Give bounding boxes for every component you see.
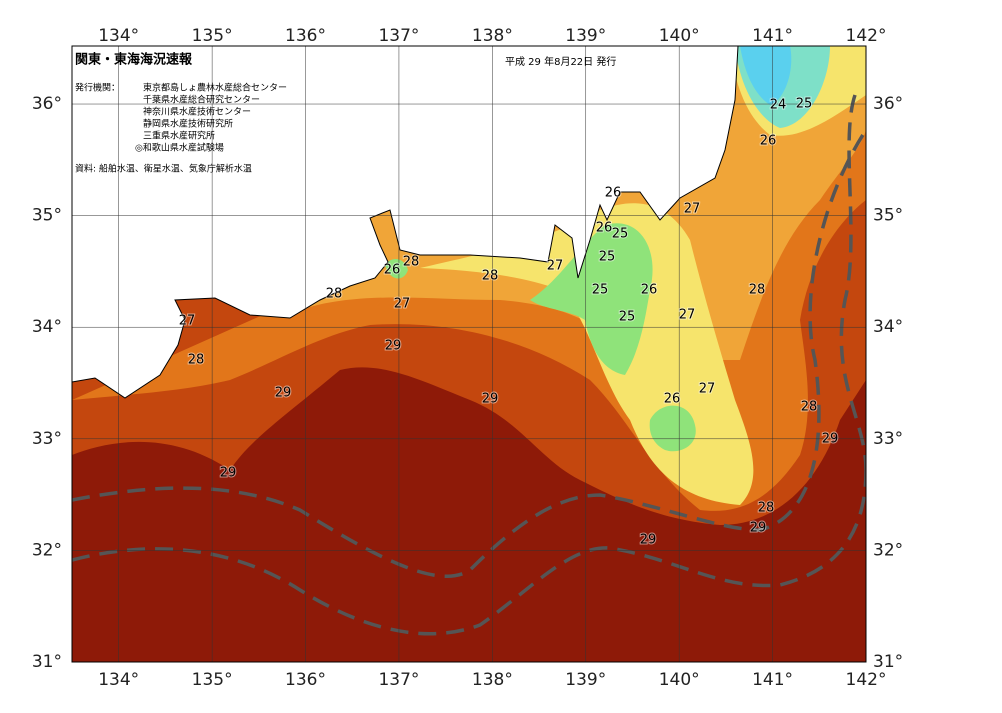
contour-label: 26 — [664, 392, 681, 407]
lon-tick-label: 137° — [378, 26, 419, 46]
lon-tick-label: 140° — [659, 670, 700, 690]
kuroshio-edge — [72, 469, 866, 636]
contour-label: 26 — [384, 263, 401, 278]
lon-tick-label: 134° — [98, 26, 139, 46]
lat-tick-label: 35° — [32, 206, 62, 226]
issuer: 三重県水産研究所 — [143, 130, 215, 142]
sea-25-ise — [385, 258, 408, 279]
land — [72, 46, 739, 399]
sea-23 — [740, 46, 792, 105]
contour-label: 29 — [750, 521, 767, 536]
contour-label: 24 — [770, 98, 787, 113]
lat-tick-label: 35° — [873, 206, 903, 226]
contour-label: 28 — [758, 501, 775, 516]
contour-label: 25 — [592, 283, 609, 298]
lon-tick-label: 136° — [285, 26, 326, 46]
contour-label: 26 — [596, 221, 613, 236]
contour-label: 25 — [612, 227, 629, 242]
contour-label: 26 — [605, 186, 622, 201]
lon-tick-label: 135° — [192, 26, 233, 46]
lat-tick-label: 36° — [32, 94, 62, 114]
contour-label: 28 — [188, 353, 205, 368]
lon-tick-label: 141° — [752, 670, 793, 690]
issuer: 千葉県水産総合研究センター — [143, 94, 260, 106]
contour-label: 29 — [385, 339, 402, 354]
lat-tick-label: 32° — [32, 540, 62, 560]
issuer: 東京都島しょ農林水産総合センター — [143, 82, 287, 94]
issuer-heading: 発行機関： — [75, 82, 120, 94]
lon-tick-label: 139° — [565, 26, 606, 46]
contour-label: 27 — [394, 297, 411, 312]
lat-tick-label: 33° — [32, 429, 62, 449]
lon-tick-label: 138° — [472, 670, 513, 690]
lon-tick-label: 134° — [98, 670, 139, 690]
lat-tick-label: 33° — [873, 429, 903, 449]
contour-label: 27 — [547, 259, 564, 274]
tick-labels: 134° 134° 135° 135° 136° 136° 137° 137° 138° 138°… — [32, 26, 903, 690]
lon-tick-label: 142° — [846, 670, 887, 690]
issuer: 神奈川県水産技術センター — [143, 106, 251, 118]
lat-tick-label: 31° — [873, 652, 903, 672]
lat-tick-label: 31° — [32, 652, 62, 672]
lat-tick-label: 34° — [32, 317, 62, 337]
sea-25 — [530, 223, 653, 375]
map-frame — [71, 45, 867, 663]
lat-tick-label: 34° — [873, 317, 903, 337]
lon-tick-label: 139° — [565, 670, 606, 690]
contour-label: 25 — [599, 250, 616, 265]
lon-tick-label: 142° — [846, 26, 887, 46]
contour-label: 26 — [641, 283, 658, 298]
grid — [72, 46, 866, 662]
contour-label: 25 — [796, 97, 813, 112]
contour-labels: 24 25 26 26 27 26 25 25 27 28 26 28 27 2… — [178, 96, 840, 549]
current-edge-east — [839, 94, 866, 471]
lon-tick-label: 140° — [659, 26, 700, 46]
issue-date: 平成 29 年8月22日 発行 — [505, 55, 616, 68]
lat-tick-label: 36° — [873, 94, 903, 114]
contour-label: 25 — [619, 310, 636, 325]
contour-label: 26 — [760, 134, 777, 149]
contour-label: 27 — [684, 202, 701, 217]
contour-label: 27 — [179, 314, 196, 329]
contour-label: 28 — [326, 287, 343, 302]
sea-25-south — [649, 405, 696, 452]
contour-label: 29 — [275, 386, 292, 401]
issuer: 静岡県水産技術研究所 — [143, 118, 233, 130]
contour-label: 28 — [403, 255, 420, 270]
lon-tick-label: 141° — [752, 26, 793, 46]
contour-label: 28 — [801, 400, 818, 415]
map-layers — [72, 46, 866, 662]
contour-label: 27 — [699, 382, 716, 397]
lon-tick-label: 136° — [285, 670, 326, 690]
kuroshio-axis — [72, 129, 866, 578]
lon-tick-label: 137° — [378, 670, 419, 690]
contour-label: 29 — [822, 432, 839, 447]
contour-label: 29 — [640, 533, 657, 548]
lon-tick-label: 135° — [192, 670, 233, 690]
issuer: ◎和歌山県水産試験場 — [135, 142, 224, 154]
contour-label: 27 — [679, 308, 696, 323]
title: 関東・東海海況速報 — [75, 52, 193, 68]
lat-tick-label: 32° — [873, 540, 903, 560]
contour-label: 29 — [220, 466, 237, 481]
source: 資料: 船舶水温、衛星水温、気象庁解析水温 — [75, 163, 252, 175]
lon-tick-label: 138° — [472, 26, 513, 46]
contour-label: 28 — [482, 269, 499, 284]
contour-label: 28 — [749, 283, 766, 298]
contour-label: 29 — [482, 392, 499, 407]
